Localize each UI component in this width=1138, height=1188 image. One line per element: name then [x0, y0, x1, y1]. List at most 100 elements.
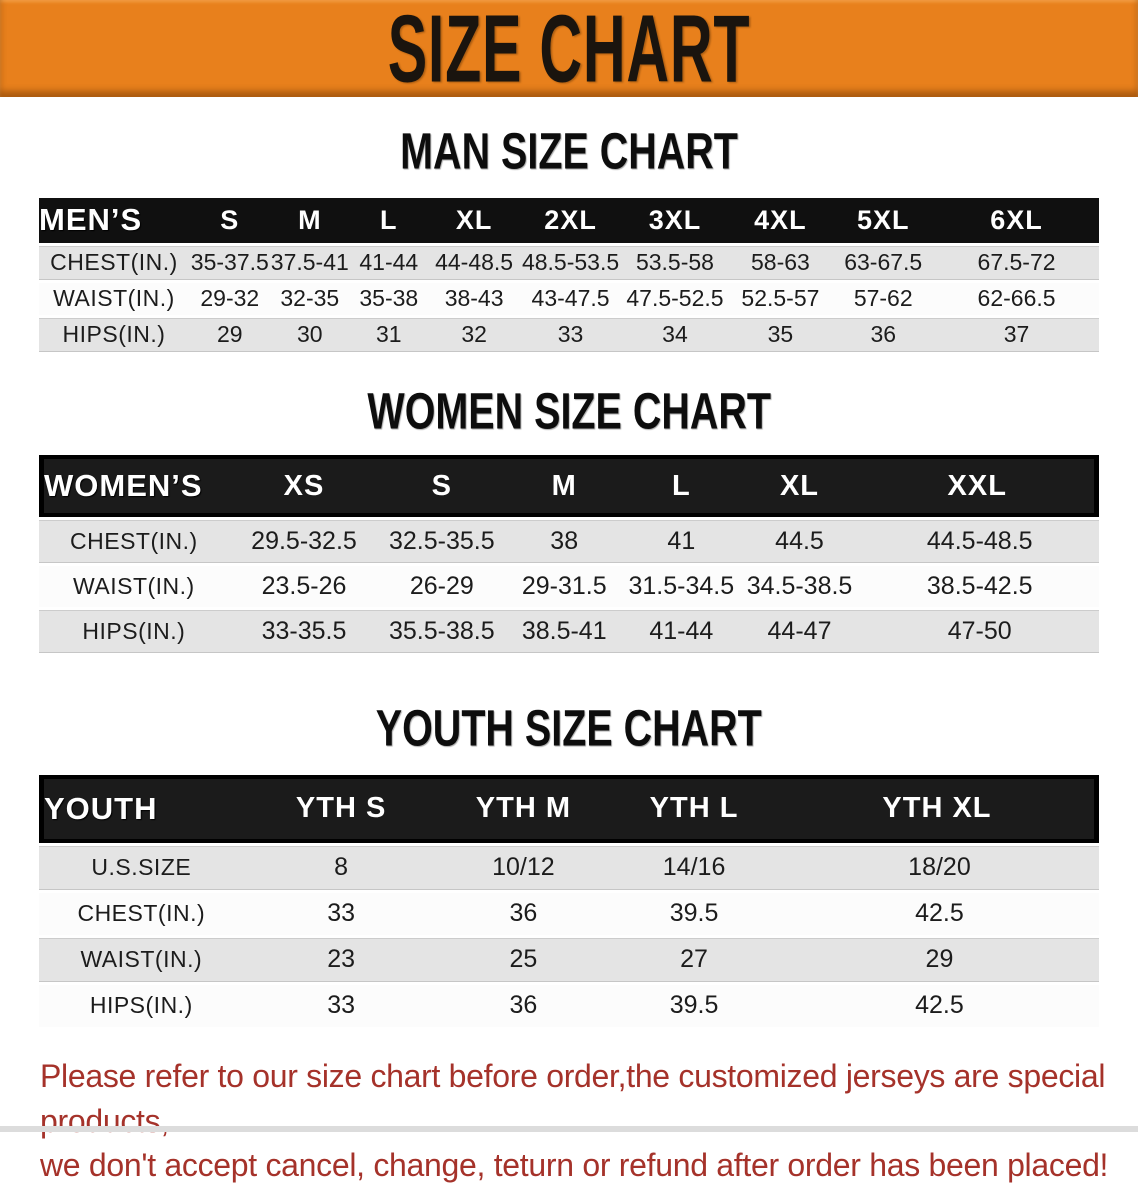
bottom-edge-strip — [0, 1126, 1138, 1132]
size-value-cell: 44-48.5 — [428, 245, 520, 280]
size-value-cell: 33-35.5 — [228, 610, 380, 654]
size-value-cell: 29 — [779, 937, 1099, 982]
size-value-cell: 62-66.5 — [934, 282, 1099, 315]
size-value-cell: 29.5-32.5 — [228, 520, 380, 564]
size-column-header: 6XL — [934, 197, 1099, 243]
size-value-cell: 23.5-26 — [228, 566, 380, 608]
banner-title: SIZE CHART — [387, 0, 751, 102]
size-section-men: MAN SIZE CHART MEN’S S M L XL 2XL 3XL 4XL 5XL 6XL C… — [0, 121, 1138, 355]
size-value-cell: 36 — [438, 892, 609, 935]
size-column-header: 3XL — [621, 197, 729, 243]
size-value-cell: 36 — [438, 984, 609, 1027]
size-value-cell: 36 — [832, 317, 935, 352]
size-column-header: S — [379, 455, 505, 518]
size-column-header: XXL — [860, 455, 1099, 518]
size-column-header: L — [349, 197, 429, 243]
size-value-cell: 27 — [608, 937, 780, 982]
youth-row-u-s-size: U.S.SIZE 8 10/12 14/16 18/20 — [39, 845, 1099, 890]
section-heading-women: WOMEN SIZE CHART — [0, 381, 1138, 439]
row-label: WAIST(IN.) — [39, 937, 244, 982]
size-column-header: M — [270, 197, 350, 243]
size-value-cell: 44-47 — [738, 610, 861, 654]
size-value-cell: 38 — [504, 520, 625, 564]
size-value-cell: 35-38 — [349, 282, 429, 315]
size-value-cell: 30 — [270, 317, 350, 352]
disclaimer-line-1: Please refer to our size chart before or… — [40, 1057, 1106, 1139]
size-value-cell: 58-63 — [728, 245, 833, 280]
size-value-cell: 41 — [624, 520, 739, 564]
size-column-header: YTH S — [243, 774, 439, 843]
youth-size-table: YOUTH YTH S YTH M YTH L YTH XL U.S.SIZE 8 10/12… — [39, 772, 1099, 1030]
size-value-cell: 42.5 — [779, 892, 1099, 935]
size-value-cell: 35.5-38.5 — [379, 610, 505, 654]
youth-row-hips-in: HIPS(IN.) 33 36 39.5 42.5 — [39, 984, 1099, 1027]
size-column-header: L — [624, 455, 739, 518]
row-label: CHEST(IN.) — [39, 520, 229, 564]
size-column-header: 4XL — [728, 197, 833, 243]
size-value-cell: 35 — [728, 317, 833, 352]
size-value-cell: 29 — [188, 317, 271, 352]
size-value-cell: 33 — [243, 892, 439, 935]
size-value-cell: 52.5-57 — [728, 282, 833, 315]
size-section-women: WOMEN SIZE CHART WOMEN’S XS S M L XL XXL CHEST(I… — [0, 381, 1138, 657]
women-row-hips-in: HIPS(IN.) 33-35.5 35.5-38.5 38.5-41 41-44 44-… — [39, 610, 1099, 654]
size-value-cell: 29-31.5 — [504, 566, 625, 608]
women-row-chest-in: CHEST(IN.) 29.5-32.5 32.5-35.5 38 41 44.5 44.5… — [39, 520, 1099, 564]
section-heading-youth: YOUTH SIZE CHART — [0, 699, 1138, 755]
size-value-cell: 35-37.5 — [188, 245, 271, 280]
size-value-cell: 39.5 — [608, 984, 780, 1027]
size-value-cell: 34 — [621, 317, 729, 352]
row-label: HIPS(IN.) — [39, 610, 229, 654]
size-value-cell: 26-29 — [379, 566, 505, 608]
size-value-cell: 37.5-41 — [270, 245, 350, 280]
women-size-table: WOMEN’S XS S M L XL XXL CHEST(IN.) 29.5-32.5 32.5… — [39, 452, 1099, 656]
size-value-cell: 25 — [438, 937, 609, 982]
size-value-cell: 44.5 — [738, 520, 861, 564]
men-size-table: MEN’S S M L XL 2XL 3XL 4XL 5XL 6XL CHEST(IN.) 35-37… — [39, 195, 1099, 355]
size-value-cell: 47-50 — [860, 610, 1099, 654]
men-row-chest-in: CHEST(IN.) 35-37.5 37.5-41 41-44 44-48.5 48.5… — [39, 245, 1099, 280]
size-value-cell: 41-44 — [349, 245, 429, 280]
section-heading-text: WOMEN SIZE CHART — [367, 381, 771, 439]
size-value-cell: 44.5-48.5 — [860, 520, 1099, 564]
size-value-cell: 33 — [243, 984, 439, 1027]
row-label: WAIST(IN.) — [39, 282, 189, 315]
size-column-header: XS — [228, 455, 380, 518]
size-value-cell: 39.5 — [608, 892, 780, 935]
size-value-cell: 33 — [519, 317, 622, 352]
size-value-cell: 38.5-42.5 — [860, 566, 1099, 608]
youth-row-chest-in: CHEST(IN.) 33 36 39.5 42.5 — [39, 892, 1099, 935]
section-heading-text: MAN SIZE CHART — [400, 121, 738, 180]
size-value-cell: 37 — [934, 317, 1099, 352]
size-value-cell: 8 — [243, 845, 439, 890]
size-column-header: YTH L — [608, 774, 780, 843]
women-header-row: WOMEN’S XS S M L XL XXL — [39, 455, 1099, 518]
disclaimer-line-2: we don't accept cancel, change, teturn o… — [40, 1147, 1109, 1184]
size-value-cell: 48.5-53.5 — [519, 245, 622, 280]
size-value-cell: 23 — [243, 937, 439, 982]
size-value-cell: 32-35 — [270, 282, 350, 315]
size-value-cell: 38-43 — [428, 282, 520, 315]
size-value-cell: 18/20 — [779, 845, 1099, 890]
size-value-cell: 57-62 — [832, 282, 935, 315]
size-value-cell: 14/16 — [608, 845, 780, 890]
size-value-cell: 53.5-58 — [621, 245, 729, 280]
youth-row-waist-in: WAIST(IN.) 23 25 27 29 — [39, 937, 1099, 982]
size-value-cell: 67.5-72 — [934, 245, 1099, 280]
row-label: CHEST(IN.) — [39, 245, 189, 280]
men-row-waist-in: WAIST(IN.) 29-32 32-35 35-38 38-43 43-47.5 47.… — [39, 282, 1099, 315]
size-column-header: 5XL — [832, 197, 935, 243]
size-column-header: XL — [738, 455, 861, 518]
size-section-youth: YOUTH SIZE CHART YOUTH YTH S YTH M YTH L YTH … — [0, 699, 1138, 1030]
row-label: CHEST(IN.) — [39, 892, 244, 935]
size-value-cell: 29-32 — [188, 282, 271, 315]
size-value-cell: 63-67.5 — [832, 245, 935, 280]
size-chart-sections: MAN SIZE CHART MEN’S S M L XL 2XL 3XL 4XL 5XL 6XL C… — [0, 121, 1138, 1030]
women-corner-label: WOMEN’S — [39, 455, 229, 518]
youth-header-row: YOUTH YTH S YTH M YTH L YTH XL — [39, 774, 1099, 843]
size-value-cell: 43-47.5 — [519, 282, 622, 315]
size-value-cell: 32 — [428, 317, 520, 352]
size-value-cell: 31 — [349, 317, 429, 352]
size-value-cell: 47.5-52.5 — [621, 282, 729, 315]
size-value-cell: 41-44 — [624, 610, 739, 654]
